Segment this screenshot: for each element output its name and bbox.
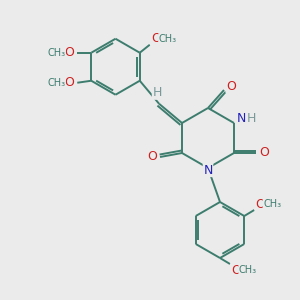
- Text: O: O: [226, 80, 236, 92]
- Text: CH₃: CH₃: [47, 78, 65, 88]
- Text: O: O: [64, 46, 74, 59]
- Text: O: O: [259, 146, 269, 160]
- Text: O: O: [64, 76, 74, 89]
- Text: N: N: [236, 112, 246, 125]
- Text: N: N: [203, 164, 213, 176]
- Text: CH₃: CH₃: [159, 34, 177, 44]
- Text: O: O: [147, 151, 157, 164]
- Text: H: H: [246, 112, 256, 125]
- Text: O: O: [151, 32, 161, 45]
- Text: CH₃: CH₃: [239, 265, 257, 275]
- Text: H: H: [152, 86, 162, 99]
- Text: O: O: [255, 197, 265, 211]
- Text: CH₃: CH₃: [263, 199, 281, 209]
- Text: O: O: [231, 263, 241, 277]
- Text: CH₃: CH₃: [47, 48, 65, 58]
